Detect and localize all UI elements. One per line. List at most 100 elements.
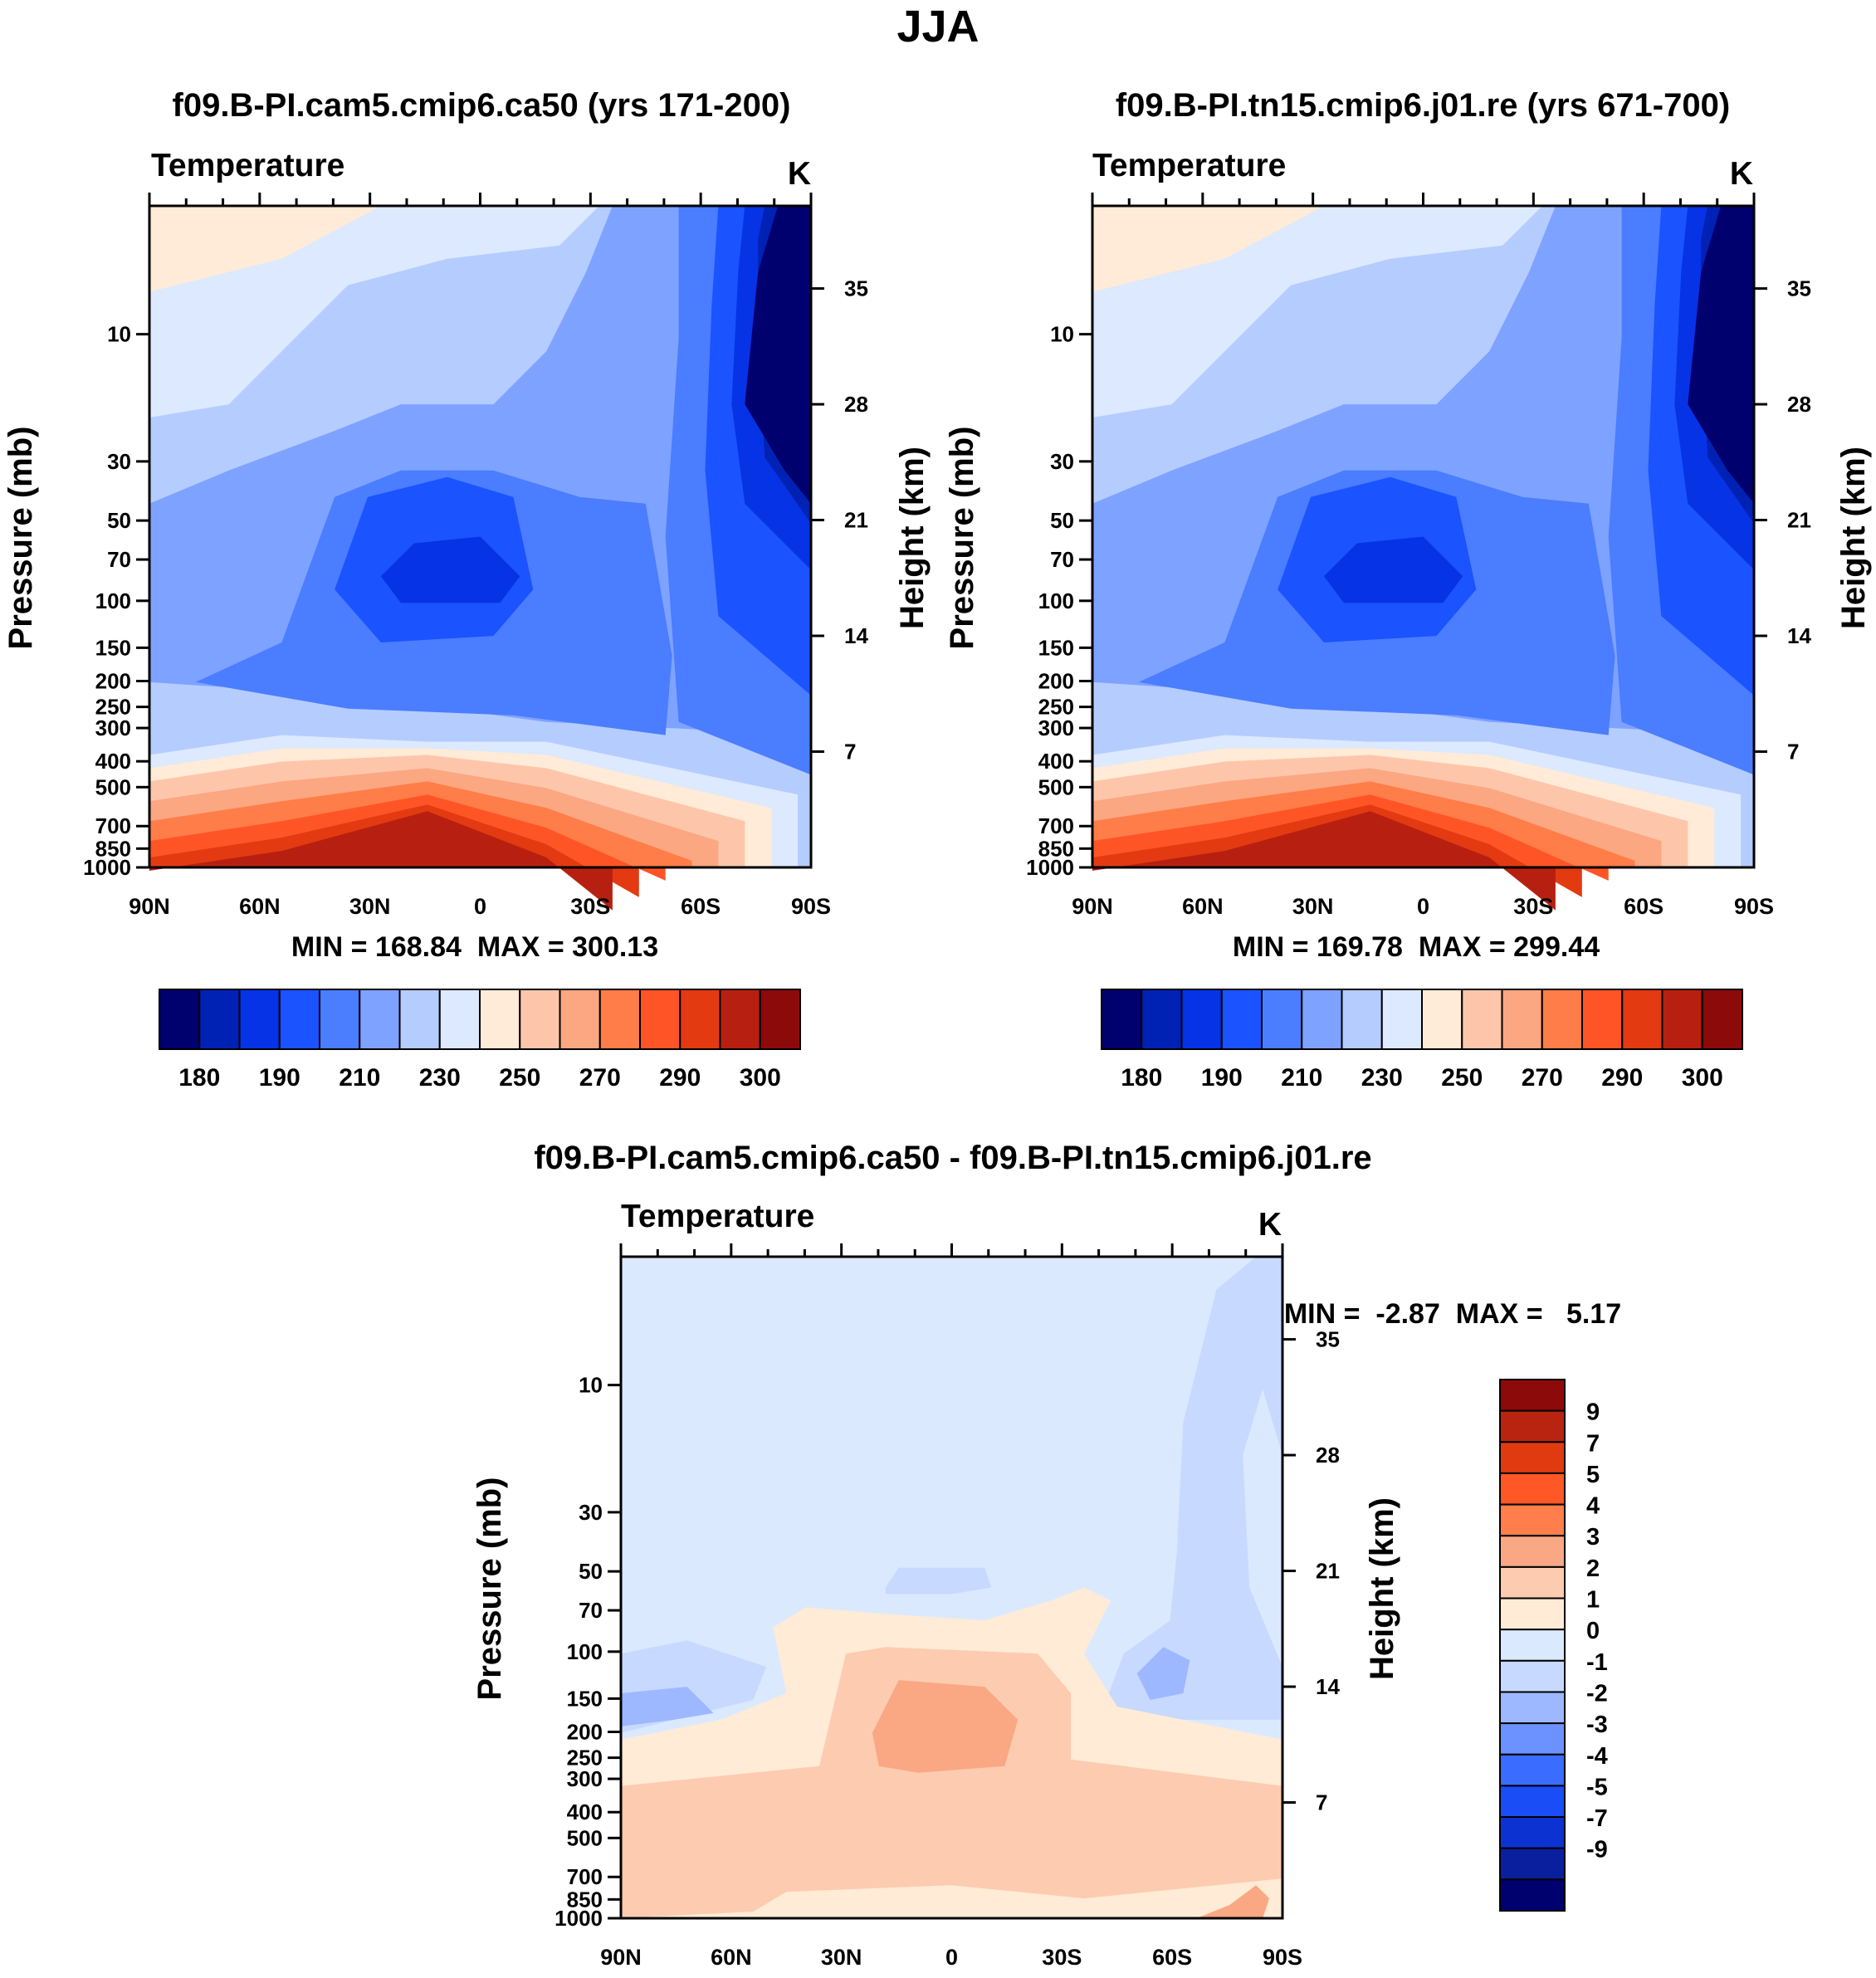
contour-band <box>872 1680 1019 1773</box>
colorbar-swatch <box>719 989 761 1050</box>
y-tick-label: 1000 <box>554 1906 603 1931</box>
colorbar-label: 210 <box>1281 1064 1322 1092</box>
height-tick-label: 35 <box>1316 1327 1340 1352</box>
y-axis-title: Pressure (mb) <box>471 1477 508 1701</box>
contour-band <box>1688 206 1754 504</box>
height-tick-label: 28 <box>1787 392 1811 417</box>
colorbar-swatch <box>1499 1629 1566 1662</box>
x-axis-ticks: 90N 60N 30N 0 30S 60S 90S <box>600 1243 1302 1970</box>
colorbar-swatch <box>359 989 401 1050</box>
contour-band <box>1196 1885 1270 1918</box>
colorbar: 180 190 210 230 250 270 290 300 <box>159 989 801 1092</box>
colorbar-swatch <box>1499 1785 1566 1819</box>
contour-band <box>1324 536 1463 603</box>
contour-field <box>1092 206 1754 911</box>
height-axis-ticks: 35 28 21 14 7 <box>811 276 868 764</box>
colorbar-label: 230 <box>1361 1064 1403 1092</box>
x-tick-label: 30N <box>349 894 391 919</box>
y-tick-label: 500 <box>1038 774 1074 799</box>
y-tick-label: 400 <box>567 1800 603 1824</box>
x-tick-label: 30N <box>821 1945 862 1970</box>
y-tick-label: 50 <box>1050 508 1074 533</box>
colorbar-swatch <box>1499 1659 1566 1693</box>
y-tick-label: 70 <box>1050 547 1074 572</box>
colorbar-label: -1 <box>1586 1649 1608 1676</box>
y-tick-label: 700 <box>567 1864 603 1889</box>
y-tick-label: 150 <box>95 635 131 660</box>
height-tick-label: 21 <box>1316 1559 1340 1584</box>
x-tick-label: 90N <box>1072 894 1113 919</box>
colorbar-swatch <box>598 989 641 1050</box>
height-axis-title: Height (km) <box>1364 1497 1400 1680</box>
colorbar-swatch <box>159 989 201 1050</box>
y-tick-label: 70 <box>107 547 131 572</box>
y-tick-label: 30 <box>1050 449 1074 474</box>
contour-field <box>621 1257 1282 1918</box>
colorbar-label: 290 <box>659 1064 701 1092</box>
colorbar-swatch <box>1341 989 1383 1050</box>
height-axis-ticks: 35 28 21 14 7 <box>1754 276 1811 764</box>
colorbar-label: 4 <box>1586 1493 1600 1520</box>
height-tick-label: 21 <box>844 508 868 533</box>
colorbar-swatch <box>1499 1597 1566 1631</box>
y-tick-label: 500 <box>567 1825 603 1850</box>
x-tick-label: 90N <box>129 894 170 919</box>
colorbar-label: 210 <box>339 1064 380 1092</box>
colorbar-label: 0 <box>1586 1618 1600 1644</box>
colorbar-swatch <box>1499 1878 1566 1912</box>
y-tick-label: 250 <box>95 695 131 720</box>
colorbar-label: -9 <box>1586 1837 1608 1863</box>
y-tick-label: 10 <box>1050 322 1074 347</box>
y-tick-label: 500 <box>95 774 131 799</box>
x-tick-label: 60N <box>711 1945 752 1970</box>
colorbar-swatch <box>398 989 441 1050</box>
panel-difference: f09.B-PI.cam5.cmip6.ca50 - f09.B-PI.tn15… <box>471 1140 1621 1970</box>
y-tick-label: 850 <box>95 836 131 861</box>
y-axis-title: Pressure (mb) <box>2 427 39 650</box>
colorbar-swatch <box>519 989 561 1050</box>
units-label: K <box>1730 156 1753 192</box>
y-tick-label: 100 <box>1038 589 1074 613</box>
colorbar-label: 250 <box>1441 1064 1483 1092</box>
min-max-stats: MIN = -2.87 MAX = 5.17 <box>1284 1298 1621 1330</box>
units-label: K <box>1258 1207 1282 1243</box>
colorbar-swatch <box>1499 1753 1566 1787</box>
y-tick-label: 200 <box>567 1720 603 1745</box>
colorbar-swatch <box>438 989 481 1050</box>
colorbar-swatch <box>1581 989 1624 1050</box>
colorbar-swatch <box>1141 989 1183 1050</box>
y-tick-label: 400 <box>95 749 131 774</box>
colorbar-label: 5 <box>1586 1462 1600 1488</box>
y-tick-label: 150 <box>567 1686 603 1711</box>
colorbar-swatch <box>479 989 521 1050</box>
y-tick-label: 1000 <box>1026 855 1074 880</box>
colorbar: 180 190 210 230 250 270 290 300 <box>1101 989 1743 1092</box>
units-label: K <box>788 156 811 192</box>
x-tick-label: 90S <box>1263 1945 1302 1970</box>
panel-control-climatology: f09.B-PI.cam5.cmip6.ca50 (yrs 171-200) T… <box>2 87 931 1092</box>
colorbar-swatch <box>238 989 281 1050</box>
contour-band <box>621 1647 1282 1918</box>
colorbar-label: 300 <box>740 1064 781 1092</box>
colorbar-label: -5 <box>1586 1774 1608 1800</box>
height-axis-title: Height (km) <box>894 447 931 629</box>
contour-band <box>149 206 381 292</box>
variable-label: Temperature <box>621 1199 814 1234</box>
x-tick-label: 30S <box>1513 894 1553 919</box>
colorbar-swatch <box>1499 1379 1566 1412</box>
y-tick-label: 700 <box>95 813 131 838</box>
colorbar-swatch <box>559 989 601 1050</box>
contour-band <box>1136 1647 1190 1700</box>
height-tick-label: 21 <box>1787 508 1811 533</box>
height-tick-label: 7 <box>1787 740 1799 764</box>
colorbar-swatch <box>1661 989 1703 1050</box>
y-tick-label: 300 <box>1038 715 1074 740</box>
height-tick-label: 14 <box>1316 1674 1340 1699</box>
y-tick-label: 400 <box>1038 749 1074 774</box>
x-tick-label: 60N <box>1182 894 1224 919</box>
colorbar-label: -2 <box>1586 1680 1608 1707</box>
colorbar-swatch <box>1499 1503 1566 1537</box>
